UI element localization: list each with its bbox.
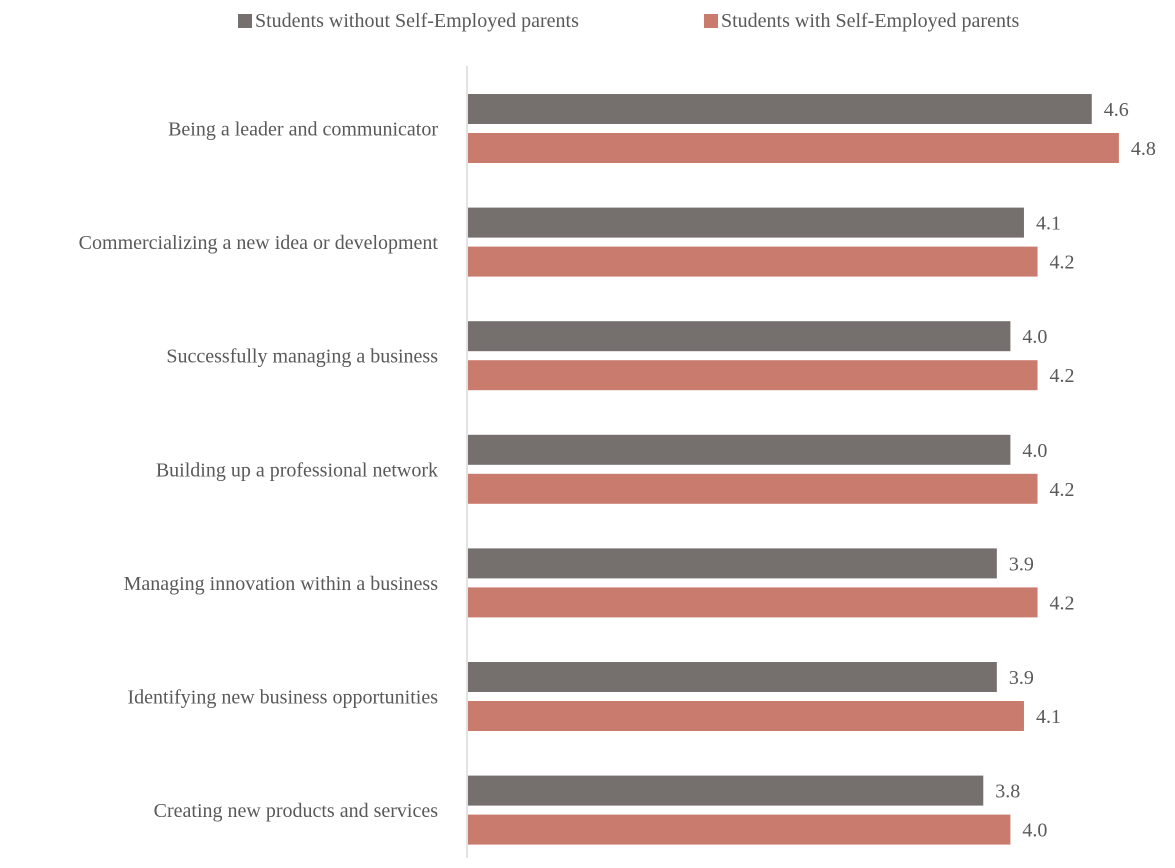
bar-series-2	[468, 814, 1011, 845]
data-label-series-2: 4.0	[1022, 820, 1047, 842]
legend: Students without Self-Employed parents St…	[238, 10, 1020, 32]
bar-series-1	[468, 207, 1024, 238]
bar-series-1	[468, 548, 997, 579]
bar-series-1	[468, 321, 1011, 352]
legend-label-1: Students without Self-Employed parents	[255, 10, 579, 32]
category-label: Identifying new business opportunities	[127, 687, 438, 709]
bar-series-2	[468, 133, 1119, 163]
data-label-series-2: 4.2	[1050, 479, 1075, 501]
legend-swatch-2	[704, 14, 718, 28]
bars	[468, 94, 1119, 845]
legend-label-2: Students with Self-Employed parents	[721, 10, 1020, 32]
data-label-series-2: 4.8	[1131, 138, 1156, 160]
data-label-series-2: 4.2	[1050, 592, 1075, 614]
data-label-series-1: 3.8	[995, 781, 1020, 803]
bar-series-2	[468, 473, 1038, 504]
legend-swatch-1	[238, 14, 252, 28]
category-label: Creating new products and services	[154, 800, 439, 822]
value-labels: 4.64.84.14.24.04.24.04.23.94.23.94.13.84…	[995, 99, 1156, 842]
data-label-series-1: 3.9	[1009, 553, 1034, 575]
data-label-series-2: 4.2	[1050, 252, 1075, 274]
bar-series-2	[468, 587, 1038, 618]
bar-series-1	[468, 662, 997, 692]
bar-series-1	[468, 94, 1092, 124]
category-label: Building up a professional network	[156, 459, 438, 481]
data-label-series-2: 4.2	[1050, 365, 1075, 387]
data-label-series-2: 4.1	[1036, 706, 1061, 728]
data-label-series-1: 4.1	[1036, 213, 1061, 235]
data-label-series-1: 4.0	[1022, 440, 1047, 462]
category-labels: Being a leader and communicator Commercia…	[79, 119, 439, 823]
bar-series-1	[468, 434, 1011, 465]
data-label-series-1: 4.0	[1022, 326, 1047, 348]
bar-series-2	[468, 246, 1038, 277]
category-label: Being a leader and communicator	[168, 119, 438, 141]
category-label: Commercializing a new idea or developmen…	[79, 232, 439, 254]
bar-series-1	[468, 775, 984, 806]
data-label-series-1: 3.9	[1009, 667, 1034, 689]
data-label-series-1: 4.6	[1104, 99, 1129, 121]
bar-series-2	[468, 701, 1024, 731]
bar-series-2	[468, 360, 1038, 391]
category-label: Successfully managing a business	[166, 346, 438, 368]
category-label: Managing innovation within a business	[124, 573, 439, 595]
